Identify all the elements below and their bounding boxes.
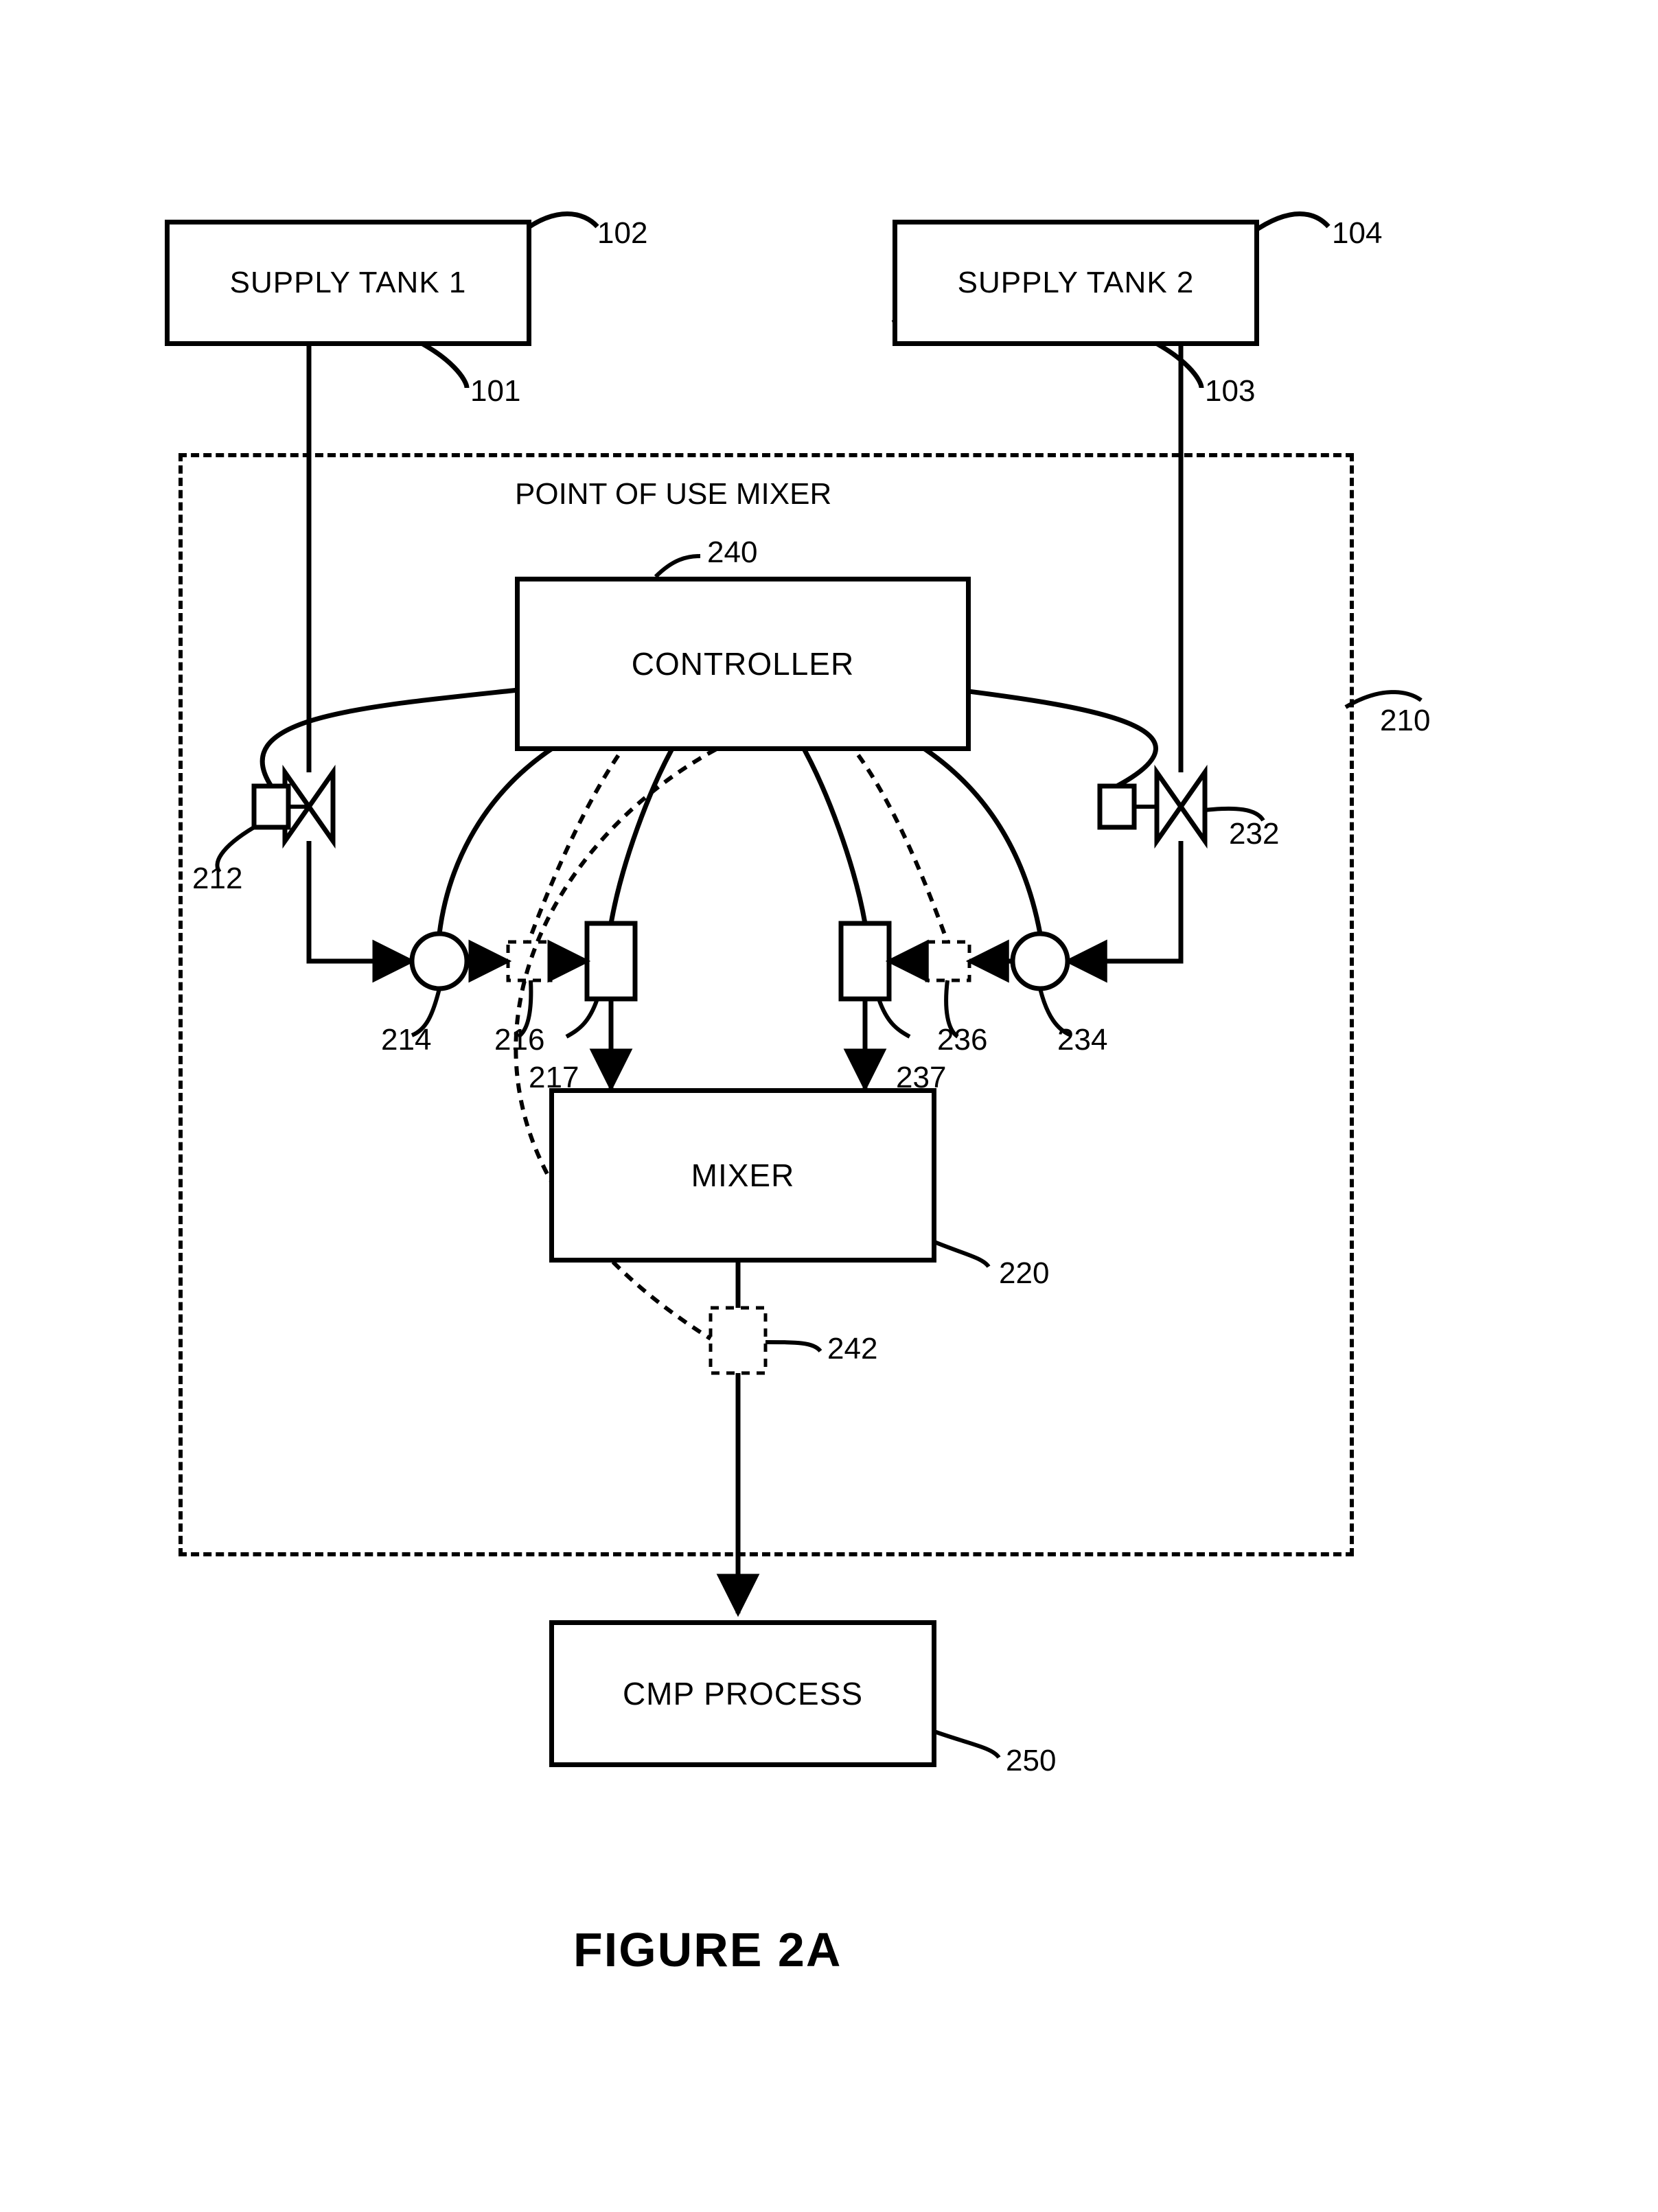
ref-234: 234: [1057, 1023, 1107, 1057]
ref-217: 217: [529, 1061, 579, 1095]
ref-242: 242: [827, 1332, 877, 1366]
cmp-process-box: CMP PROCESS: [549, 1620, 936, 1767]
controller-box: CONTROLLER: [515, 577, 971, 751]
region-label: POINT OF USE MIXER: [515, 477, 831, 511]
supply-tank-2-text: SUPPLY TANK 2: [958, 266, 1195, 300]
supply-tank-1-box: SUPPLY TANK 1: [165, 220, 531, 346]
supply-tank-1-text: SUPPLY TANK 1: [230, 266, 467, 300]
ref-240: 240: [707, 535, 757, 570]
supply-tank-2-box: SUPPLY TANK 2: [893, 220, 1259, 346]
figure-caption: FIGURE 2A: [573, 1922, 842, 1977]
ref-216: 216: [494, 1023, 544, 1057]
ref-103: 103: [1205, 374, 1255, 408]
ref-236: 236: [937, 1023, 987, 1057]
ref-220: 220: [999, 1256, 1049, 1291]
cmp-process-text: CMP PROCESS: [623, 1675, 863, 1712]
mixer-text: MIXER: [691, 1157, 795, 1194]
ref-237: 237: [896, 1061, 946, 1095]
ref-102: 102: [597, 216, 647, 251]
controller-text: CONTROLLER: [632, 645, 854, 682]
ref-104: 104: [1332, 216, 1382, 251]
ref-101: 101: [470, 374, 520, 408]
ref-212: 212: [192, 862, 242, 896]
ref-214: 214: [381, 1023, 431, 1057]
mixer-box: MIXER: [549, 1088, 936, 1263]
ref-210: 210: [1380, 704, 1430, 738]
ref-250: 250: [1006, 1744, 1056, 1778]
figure-2a-page: SUPPLY TANK 1 SUPPLY TANK 2 POINT OF USE…: [0, 0, 1658, 2212]
ref-232: 232: [1229, 817, 1279, 851]
